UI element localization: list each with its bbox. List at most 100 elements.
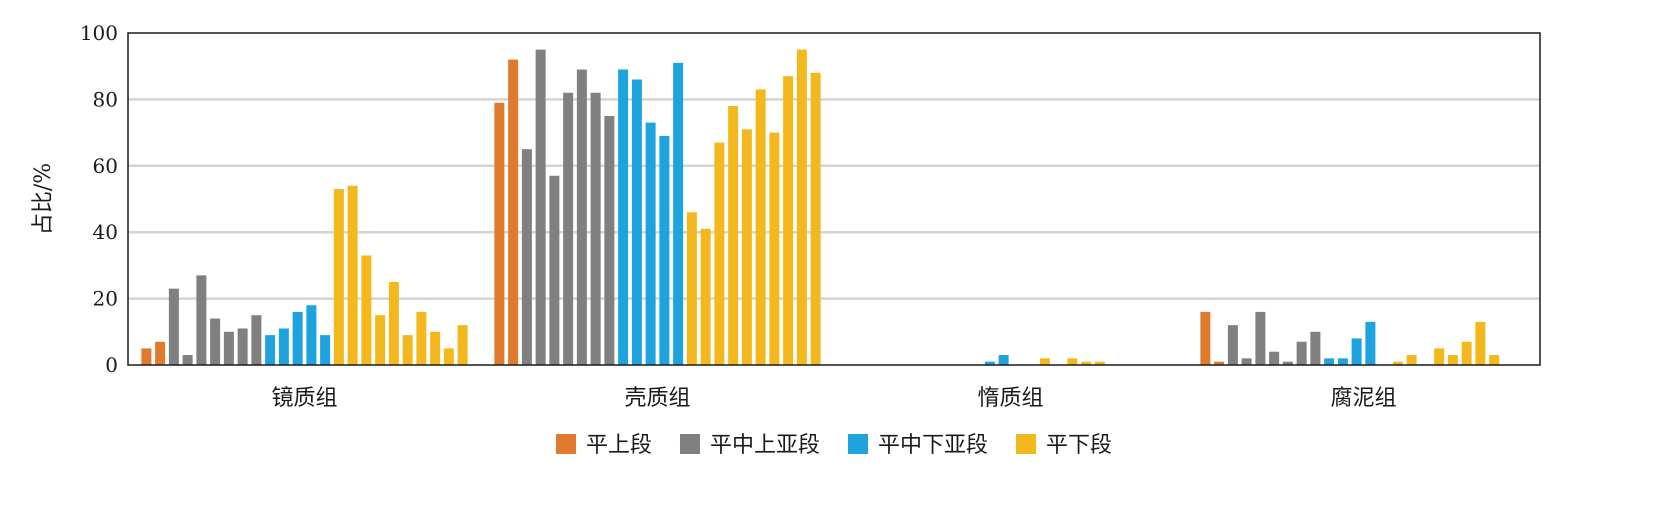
bar <box>590 92 601 365</box>
bar <box>1406 355 1417 365</box>
bar <box>1310 331 1321 365</box>
bar <box>741 129 752 365</box>
bar <box>1269 351 1280 365</box>
legend-swatch <box>1016 434 1037 454</box>
bar <box>333 189 344 365</box>
bar <box>182 355 193 365</box>
bar <box>796 49 807 365</box>
bar <box>430 331 441 365</box>
bar <box>783 76 794 365</box>
legend-label: 平中上亚段 <box>710 433 820 458</box>
plot-frame <box>127 32 1541 366</box>
bars <box>141 49 1500 366</box>
bar <box>306 305 317 365</box>
y-tick-label: 40 <box>93 220 118 244</box>
legend-label: 平下段 <box>1046 433 1112 458</box>
bar <box>508 59 519 366</box>
bar <box>998 355 1009 365</box>
legend-item: 平中上亚段 <box>679 433 820 458</box>
bar <box>1039 358 1050 365</box>
bar <box>810 72 821 365</box>
bar <box>494 102 505 365</box>
bar <box>278 328 289 365</box>
y-tick-label: 100 <box>80 21 118 45</box>
y-axis-ticks: 0 20 40 60 80 100 <box>80 21 118 377</box>
bar <box>618 69 629 366</box>
bar <box>549 175 560 365</box>
bar <box>292 311 303 365</box>
legend-swatch <box>679 434 700 454</box>
bar <box>1214 361 1225 365</box>
bar <box>1255 311 1266 365</box>
bar <box>1489 355 1500 365</box>
legend-item: 平上段 <box>555 433 652 458</box>
bar <box>1475 321 1486 365</box>
bar <box>141 348 152 365</box>
legend-swatch <box>555 434 576 454</box>
y-tick-label: 60 <box>93 154 118 178</box>
bar <box>673 62 684 365</box>
bar <box>196 275 207 365</box>
x-category-label: 惰质组 <box>977 386 1043 411</box>
bar <box>1227 325 1238 365</box>
y-tick-label: 0 <box>105 353 118 377</box>
bar <box>1351 338 1362 365</box>
bar <box>347 185 358 365</box>
bar <box>631 79 642 365</box>
bar <box>1392 361 1403 365</box>
bar <box>714 142 725 365</box>
gridlines <box>128 98 1540 300</box>
bar <box>659 135 670 365</box>
bar <box>728 106 739 365</box>
legend-label: 平上段 <box>586 433 652 458</box>
bar <box>223 331 234 365</box>
bar <box>535 49 546 365</box>
y-tick-label: 80 <box>93 87 118 111</box>
x-category-label: 壳质组 <box>624 386 690 411</box>
bar <box>320 335 331 365</box>
bar <box>604 116 615 365</box>
legend-item: 平中下亚段 <box>848 433 988 458</box>
bar <box>984 361 995 365</box>
bar <box>375 315 386 365</box>
bar <box>416 311 427 365</box>
bar <box>265 335 276 365</box>
bar <box>457 325 468 365</box>
bar <box>210 318 221 365</box>
bar <box>361 255 372 365</box>
bar <box>1081 361 1092 365</box>
legend: 平上段 平中上亚段 平中下亚段 平下段 <box>555 433 1112 458</box>
y-tick-label: 20 <box>93 287 118 311</box>
x-category-label: 镜质组 <box>271 386 337 411</box>
y-axis-title: 占比/% <box>31 163 56 235</box>
bar <box>700 228 711 365</box>
bar <box>168 288 179 365</box>
bar <box>686 212 697 365</box>
legend-label: 平中下亚段 <box>878 433 988 458</box>
bar <box>1094 361 1105 365</box>
bar <box>1461 341 1472 365</box>
bar <box>402 335 413 365</box>
x-axis-categories: 镜质组 壳质组 惰质组 腐泥组 <box>271 386 1396 411</box>
bar <box>576 69 587 366</box>
bar <box>1067 358 1078 365</box>
bar <box>1296 341 1307 365</box>
bar <box>521 149 532 365</box>
x-category-label: 腐泥组 <box>1330 386 1396 411</box>
bar <box>155 341 166 365</box>
bar <box>1434 348 1445 365</box>
bar <box>1200 311 1211 365</box>
bar <box>1337 358 1348 365</box>
bar <box>388 282 399 365</box>
bar <box>1241 358 1252 365</box>
bar <box>755 89 766 365</box>
bar <box>645 122 656 365</box>
bar <box>769 132 780 365</box>
bar <box>1324 358 1335 365</box>
bar <box>443 348 454 365</box>
legend-item: 平下段 <box>1016 433 1112 458</box>
bar <box>1282 361 1293 365</box>
bar <box>1365 321 1376 365</box>
